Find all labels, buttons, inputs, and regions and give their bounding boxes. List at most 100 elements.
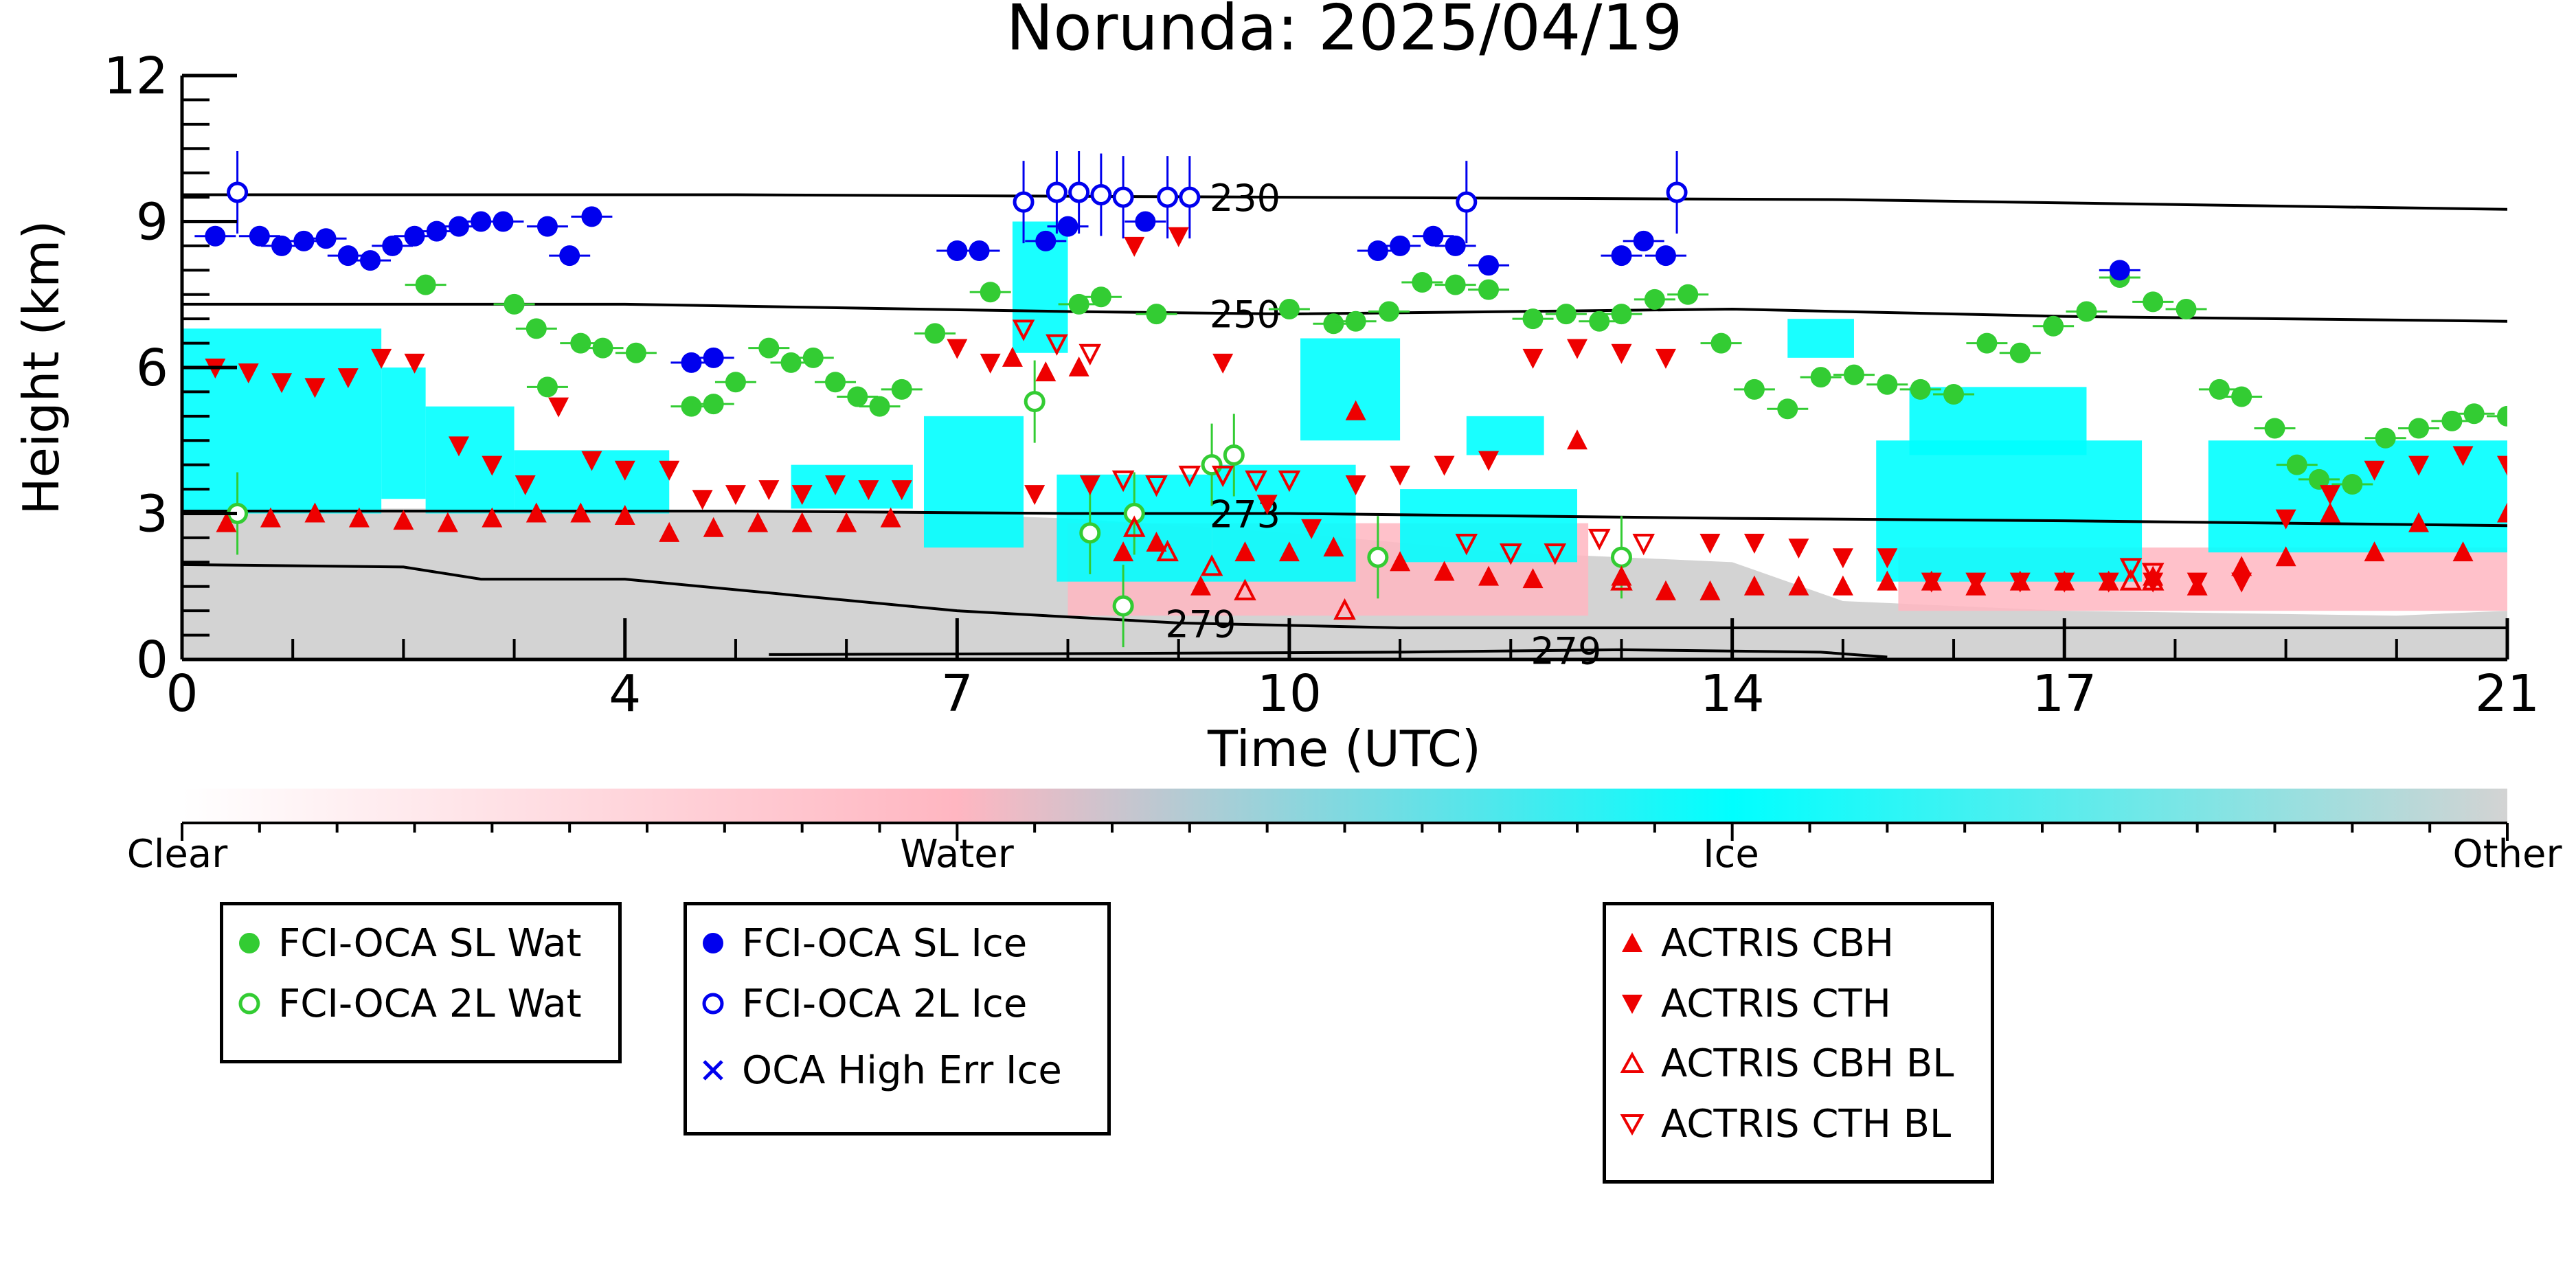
filled-blue-circle-icon bbox=[703, 933, 723, 953]
data-point bbox=[1323, 536, 1344, 557]
isotherm-279 bbox=[182, 563, 2507, 629]
data-point bbox=[1278, 541, 1300, 562]
data-point bbox=[536, 216, 558, 237]
ice-region bbox=[1909, 387, 2087, 455]
data-point bbox=[1168, 227, 1189, 247]
data-point bbox=[1743, 534, 1765, 554]
data-point bbox=[1743, 379, 1765, 400]
data-point bbox=[426, 221, 447, 242]
data-point bbox=[559, 245, 580, 267]
data-point bbox=[2320, 502, 2341, 523]
data-point bbox=[802, 347, 824, 368]
data-point bbox=[1367, 546, 1389, 568]
data-point bbox=[1478, 451, 1500, 471]
data-point bbox=[980, 353, 1001, 374]
x-axis-label: Time (UTC) bbox=[1207, 720, 1481, 778]
legend-ice: FCI-OCA SL Ice FCI-OCA 2L Ice OCA High E… bbox=[683, 902, 1111, 1136]
data-point bbox=[1567, 339, 1588, 359]
data-point bbox=[1456, 191, 1478, 213]
data-point bbox=[1544, 543, 1567, 565]
data-point bbox=[625, 342, 646, 363]
data-point bbox=[1278, 470, 1301, 493]
data-point bbox=[1123, 503, 1145, 524]
data-point bbox=[1810, 367, 1831, 388]
data-point bbox=[1200, 554, 1223, 576]
data-point bbox=[2187, 572, 2208, 593]
data-point bbox=[747, 512, 769, 532]
colorbar-ticks bbox=[181, 823, 2509, 841]
data-point bbox=[1278, 299, 1300, 319]
data-point bbox=[1434, 561, 1455, 581]
data-point bbox=[1079, 475, 1100, 495]
data-point bbox=[1567, 429, 1588, 450]
data-point bbox=[2408, 455, 2430, 476]
data-point bbox=[271, 373, 293, 394]
colorbar: Clear Water Ice Other bbox=[127, 789, 2562, 877]
x-tick-label: 0 bbox=[166, 664, 198, 723]
isotherm-label: 250 bbox=[1210, 293, 1280, 336]
data-point bbox=[1046, 334, 1068, 356]
y-tick-label: 12 bbox=[104, 47, 168, 106]
x-tick-label: 4 bbox=[609, 664, 641, 723]
ice-region bbox=[1300, 338, 1401, 441]
data-point bbox=[1024, 391, 1046, 413]
data-point bbox=[382, 235, 403, 256]
data-point bbox=[581, 451, 602, 471]
data-point bbox=[493, 211, 514, 232]
legend-item-sl-ice: FCI-OCA SL Ice bbox=[699, 921, 1027, 966]
data-point bbox=[1301, 519, 1322, 539]
colorbar-label-ice: Ice bbox=[1703, 832, 1759, 877]
colorbar-label-clear: Clear bbox=[127, 832, 228, 877]
data-point bbox=[393, 510, 414, 530]
data-point bbox=[1655, 245, 1676, 267]
data-point bbox=[581, 206, 602, 227]
data-point bbox=[1156, 539, 1179, 562]
data-point bbox=[1633, 230, 1654, 251]
data-point bbox=[1068, 293, 1089, 315]
data-point bbox=[1024, 485, 1046, 506]
isotherm-273 bbox=[182, 509, 2507, 528]
data-point bbox=[1445, 235, 1466, 256]
x-tick-label: 21 bbox=[2475, 664, 2540, 723]
ice-region bbox=[425, 406, 515, 514]
legend-item-2l-wat: FCI-OCA 2L Wat bbox=[236, 982, 582, 1026]
data-point bbox=[2098, 572, 2119, 593]
data-point bbox=[1877, 570, 1898, 591]
data-point bbox=[2441, 410, 2463, 431]
data-point bbox=[216, 512, 237, 532]
data-point bbox=[1223, 444, 1245, 466]
data-point bbox=[703, 517, 724, 537]
data-point bbox=[869, 396, 890, 417]
data-point bbox=[360, 250, 381, 271]
data-point bbox=[404, 225, 425, 247]
data-point bbox=[437, 512, 458, 532]
data-point bbox=[1157, 186, 1179, 208]
data-point bbox=[2463, 403, 2485, 425]
data-point bbox=[1333, 598, 1356, 620]
data-point bbox=[1012, 319, 1035, 341]
data-point bbox=[614, 505, 635, 526]
data-point bbox=[471, 211, 492, 232]
data-point bbox=[858, 480, 879, 501]
data-point bbox=[2530, 396, 2551, 417]
data-point bbox=[337, 245, 359, 267]
data-point bbox=[2452, 541, 2474, 562]
data-point bbox=[1212, 353, 1234, 374]
data-point bbox=[2364, 460, 2385, 481]
data-point bbox=[880, 507, 901, 528]
data-point bbox=[1090, 184, 1112, 206]
isotherm-label: 230 bbox=[1210, 177, 1280, 220]
data-point bbox=[1832, 548, 1853, 569]
legend-water: FCI-OCA SL Wat FCI-OCA 2L Wat bbox=[220, 902, 622, 1063]
data-point bbox=[271, 235, 293, 256]
legend-item-2l-ice: FCI-OCA 2L Ice bbox=[699, 982, 1027, 1026]
colorbar-label-other: Other bbox=[2452, 832, 2562, 877]
data-point bbox=[1111, 470, 1135, 493]
data-point bbox=[1002, 346, 1023, 367]
data-point bbox=[2408, 418, 2430, 439]
red-triangle-down-icon bbox=[1622, 995, 1642, 1014]
data-point bbox=[692, 490, 713, 510]
data-point bbox=[260, 507, 281, 528]
data-point bbox=[2275, 509, 2296, 530]
data-point bbox=[1412, 272, 1433, 293]
